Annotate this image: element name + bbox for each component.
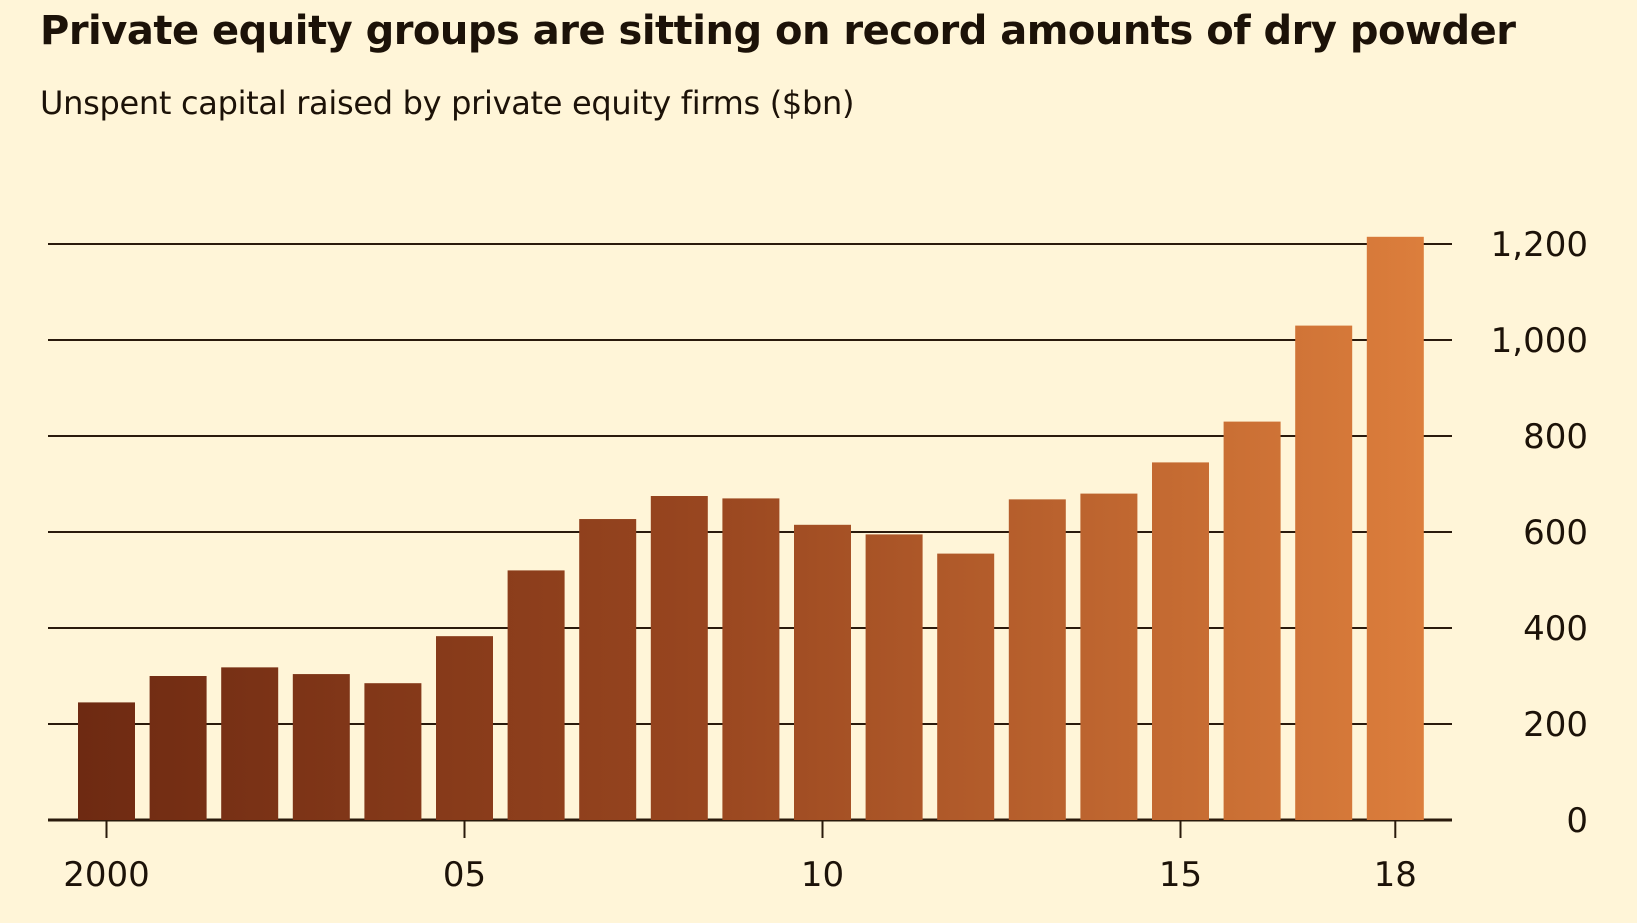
bar-2004 (364, 683, 422, 820)
chart-subtitle: Unspent capital raised by private equity… (40, 84, 855, 122)
bar-2009 (722, 498, 780, 820)
bar-2011 (865, 534, 923, 820)
bar-2013 (1008, 499, 1066, 820)
bar-2018 (1366, 236, 1424, 821)
x-tick-label: 15 (1159, 855, 1202, 895)
bar-2007 (579, 519, 637, 820)
x-tick-label: 18 (1374, 855, 1417, 895)
bar-2003 (292, 674, 350, 820)
y-tick-label: 0 (1566, 801, 1588, 841)
bar-2010 (794, 524, 851, 820)
bar-2016 (1223, 421, 1281, 820)
y-tick-label: 800 (1523, 417, 1588, 457)
bar-2001 (149, 676, 207, 820)
y-tick-label: 1,200 (1491, 225, 1588, 265)
bar-2017 (1295, 325, 1353, 820)
bar-2015 (1152, 462, 1209, 820)
chart-title: Private equity groups are sitting on rec… (40, 8, 1516, 54)
bar-2002 (221, 667, 279, 820)
y-tick-label: 200 (1523, 705, 1588, 745)
x-tick-label: 2000 (63, 855, 150, 895)
y-tick-label: 600 (1523, 513, 1588, 553)
y-tick-label: 400 (1523, 609, 1588, 649)
x-tick-label: 10 (801, 855, 844, 895)
bar-2006 (507, 570, 565, 820)
bar-2005 (436, 636, 493, 820)
x-tick-label: 05 (443, 855, 486, 895)
bar-2012 (937, 553, 995, 820)
bar-2008 (650, 496, 708, 820)
bar-2000 (78, 702, 135, 820)
y-tick-label: 1,000 (1491, 321, 1588, 361)
bar-2014 (1080, 493, 1138, 820)
